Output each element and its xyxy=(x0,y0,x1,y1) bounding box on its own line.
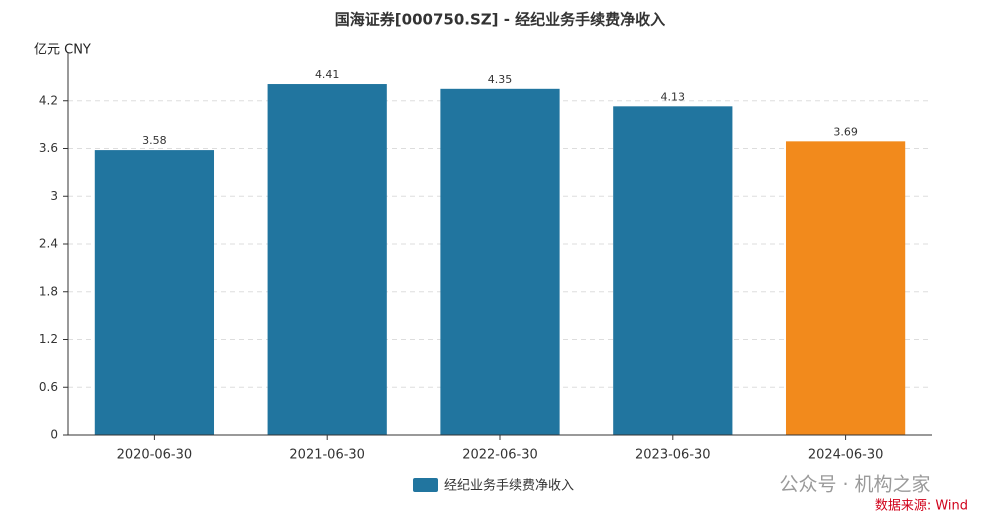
y-tick-label: 3 xyxy=(50,189,58,203)
y-tick-label: 3.6 xyxy=(39,141,58,155)
y-tick-label: 0.6 xyxy=(39,380,58,394)
y-tick-label: 1.2 xyxy=(39,332,58,346)
bar xyxy=(613,106,733,435)
source: 数据来源: Wind xyxy=(875,499,968,514)
chart-title: 国海证券[000750.SZ] - 经纪业务手续费净收入 xyxy=(335,11,665,29)
watermark: 公众号 · 机构之家 xyxy=(779,474,930,496)
y-tick-label: 0 xyxy=(50,428,58,442)
y-tick-label: 1.8 xyxy=(39,284,58,298)
data-label: 4.13 xyxy=(661,90,686,103)
x-tick-label: 2020-06-30 xyxy=(117,448,193,463)
data-label: 3.69 xyxy=(833,125,858,138)
y-unit: 亿元 CNY xyxy=(34,43,91,58)
x-tick-label: 2024-06-30 xyxy=(808,448,884,463)
bar xyxy=(785,141,906,435)
y-tick-label: 4.2 xyxy=(39,93,58,107)
bar xyxy=(267,84,387,435)
data-label: 4.41 xyxy=(315,68,340,81)
x-tick-label: 2022-06-30 xyxy=(462,448,538,463)
y-tick-label: 2.4 xyxy=(39,237,58,251)
bar xyxy=(94,150,215,435)
data-label: 3.58 xyxy=(142,134,167,147)
bar xyxy=(440,88,560,435)
legend-label: 经纪业务手续费净收入 xyxy=(444,478,574,494)
legend-swatch xyxy=(413,478,438,492)
data-label: 4.35 xyxy=(488,73,513,86)
x-tick-label: 2021-06-30 xyxy=(289,448,365,463)
x-tick-label: 2023-06-30 xyxy=(635,448,711,463)
